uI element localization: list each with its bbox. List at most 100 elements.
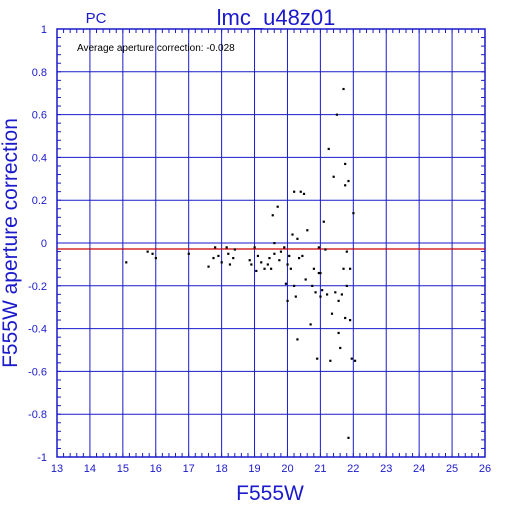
data-point bbox=[293, 284, 296, 287]
data-point bbox=[329, 359, 332, 362]
corner-label: PC bbox=[86, 10, 107, 27]
data-point bbox=[335, 113, 339, 116]
plot-frame bbox=[56, 28, 486, 458]
chart-title: lmc_u48z01 bbox=[217, 5, 336, 30]
data-point bbox=[324, 248, 327, 251]
x-tick-label: 26 bbox=[479, 463, 491, 475]
data-point bbox=[342, 87, 345, 91]
data-point bbox=[344, 162, 347, 166]
x-tick-labels: 13 14 15 16 17 18 19 20 21 22 23 24 25 26 bbox=[51, 463, 491, 475]
x-tick-label: 22 bbox=[347, 463, 359, 475]
data-point bbox=[330, 312, 334, 315]
data-point bbox=[187, 252, 190, 255]
x-tick-label: 13 bbox=[51, 463, 63, 475]
data-point bbox=[288, 254, 291, 258]
data-point bbox=[347, 436, 350, 439]
data-point bbox=[146, 250, 149, 253]
data-point bbox=[344, 316, 347, 320]
x-tick-label: 18 bbox=[215, 463, 227, 475]
data-point bbox=[284, 282, 288, 285]
data-point bbox=[291, 233, 294, 236]
data-point bbox=[228, 263, 232, 266]
data-point bbox=[250, 263, 253, 266]
y-tick-label: 1 bbox=[41, 24, 47, 36]
data-point bbox=[337, 331, 340, 335]
data-point bbox=[268, 256, 271, 260]
data-point bbox=[342, 267, 345, 270]
x-tick-label: 25 bbox=[446, 463, 458, 475]
data-point bbox=[297, 256, 301, 260]
data-point bbox=[339, 346, 342, 350]
data-point bbox=[273, 252, 276, 255]
data-point bbox=[270, 267, 273, 270]
data-point bbox=[319, 271, 322, 275]
x-tick-label: 16 bbox=[150, 463, 162, 475]
data-point bbox=[154, 256, 157, 260]
data-point bbox=[327, 147, 330, 151]
y-tick-label: -0.8 bbox=[28, 409, 47, 421]
data-point bbox=[151, 252, 154, 255]
data-point bbox=[248, 259, 251, 262]
data-point bbox=[253, 246, 256, 249]
data-point bbox=[314, 291, 317, 294]
y-tick-labels: 1 0.8 0.6 0.4 0.2 0 -0.2 -0.4 -0.6 -0.8 -1 bbox=[28, 24, 47, 464]
data-point bbox=[279, 250, 283, 253]
data-point bbox=[256, 254, 260, 258]
grid-lines bbox=[56, 28, 486, 458]
data-point bbox=[334, 291, 337, 294]
x-tick-label: 19 bbox=[248, 463, 260, 475]
data-point bbox=[350, 357, 353, 360]
data-point bbox=[233, 248, 236, 251]
data-point bbox=[345, 284, 348, 287]
data-point bbox=[266, 263, 269, 266]
y-tick-label: -0.6 bbox=[28, 366, 47, 378]
x-axis-label: F555W bbox=[236, 482, 304, 505]
data-point bbox=[289, 267, 292, 270]
data-point bbox=[332, 175, 335, 178]
data-point bbox=[345, 250, 348, 253]
x-tick-label: 17 bbox=[183, 463, 195, 475]
data-point bbox=[227, 252, 230, 255]
data-point bbox=[321, 289, 324, 292]
data-point bbox=[283, 246, 286, 249]
y-tick-label: -0.4 bbox=[28, 324, 47, 336]
x-tick-label: 15 bbox=[117, 463, 129, 475]
x-tick-label: 21 bbox=[314, 463, 326, 475]
data-point bbox=[302, 192, 306, 195]
data-point bbox=[232, 256, 235, 260]
y-tick-label: -0.2 bbox=[28, 281, 47, 293]
data-point bbox=[311, 284, 314, 287]
data-point bbox=[276, 205, 279, 208]
data-point bbox=[296, 237, 299, 240]
y-tick-label: -1 bbox=[37, 452, 47, 464]
data-point bbox=[125, 261, 128, 264]
data-point bbox=[293, 190, 296, 193]
data-point bbox=[349, 267, 352, 270]
x-tick-label: 20 bbox=[281, 463, 293, 475]
data-point bbox=[286, 299, 289, 302]
data-point bbox=[212, 256, 215, 260]
data-point bbox=[271, 214, 274, 217]
data-points bbox=[125, 87, 357, 439]
data-point bbox=[255, 269, 258, 273]
data-point bbox=[306, 229, 309, 232]
x-tick-label: 23 bbox=[380, 463, 392, 475]
y-tick-label: 0.8 bbox=[32, 67, 47, 79]
data-point bbox=[316, 357, 319, 360]
data-point bbox=[353, 359, 357, 362]
data-point bbox=[278, 259, 281, 262]
data-point bbox=[325, 293, 329, 296]
y-tick-label: 0.2 bbox=[32, 195, 47, 207]
data-point bbox=[312, 267, 315, 270]
data-point bbox=[340, 293, 343, 296]
data-point bbox=[225, 246, 228, 249]
y-axis-label: F555W aperture correction bbox=[0, 118, 22, 368]
data-point bbox=[352, 212, 355, 215]
data-point bbox=[299, 190, 302, 193]
data-point bbox=[286, 263, 289, 266]
data-point bbox=[319, 295, 322, 298]
data-point bbox=[344, 184, 347, 187]
data-point bbox=[296, 338, 299, 341]
data-point bbox=[263, 267, 266, 270]
data-point bbox=[301, 254, 304, 258]
